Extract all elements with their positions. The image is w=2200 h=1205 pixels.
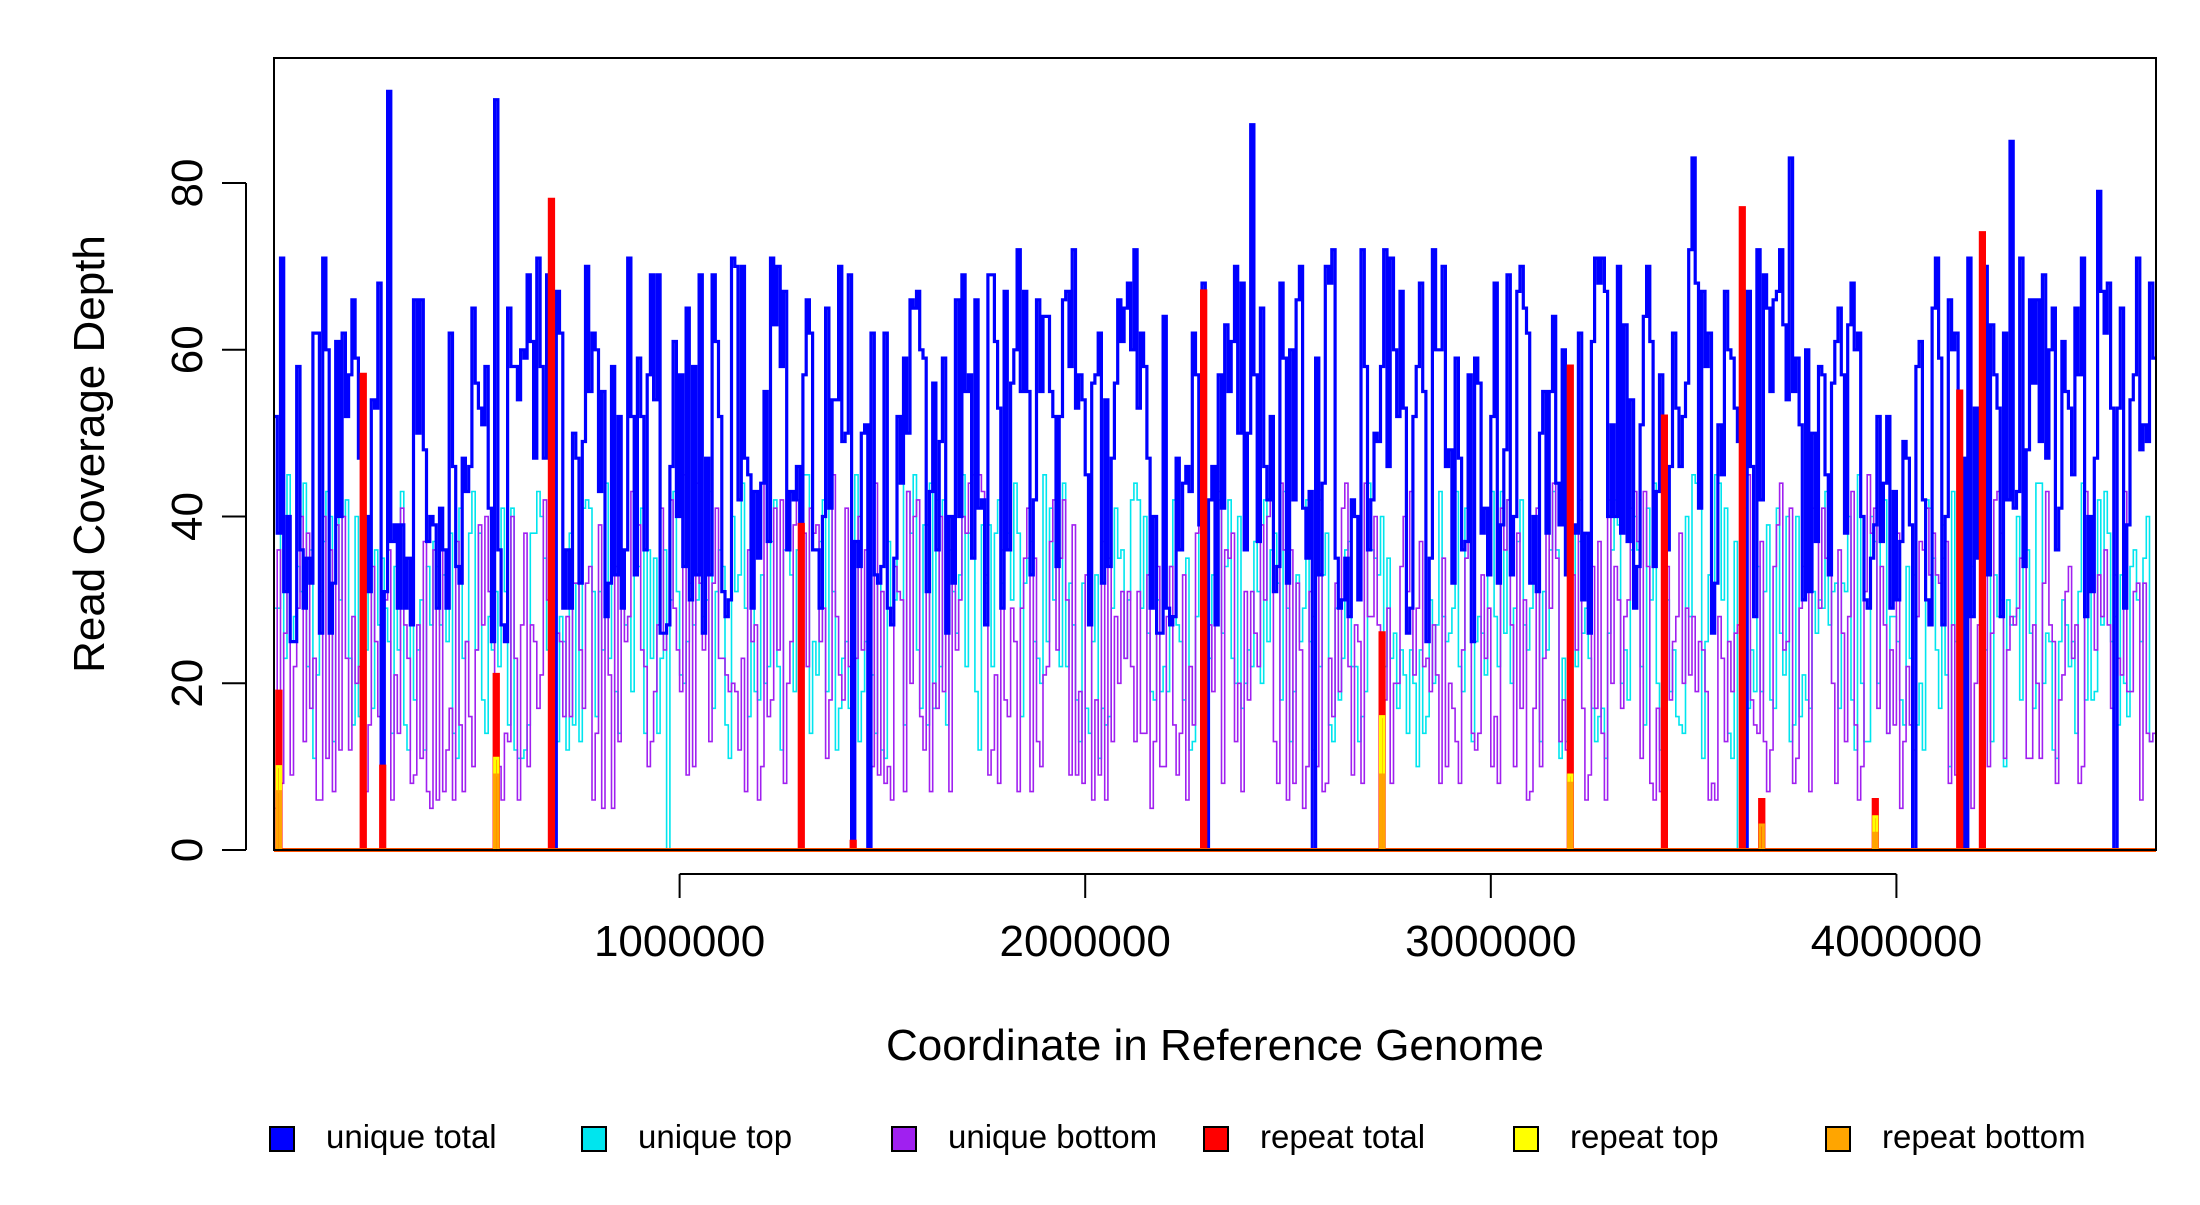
- plot-frame: [273, 57, 2157, 851]
- legend-item-unique-bottom: unique bottom: [891, 1118, 1157, 1155]
- x-tick-label: 1000000: [594, 917, 765, 966]
- y-tick-label: 0: [163, 838, 212, 862]
- series-line-unique-total: [274, 89, 2156, 852]
- legend-swatch: [1203, 1126, 1229, 1152]
- x-axis-label: Coordinate in Reference Genome: [886, 1021, 1544, 1070]
- legend-label: repeat total: [1260, 1118, 1425, 1155]
- legend-label: unique bottom: [948, 1118, 1157, 1155]
- legend-item-repeat-top: repeat top: [1513, 1118, 1719, 1155]
- x-tick-label: 4000000: [1811, 917, 1982, 966]
- x-tick-label: 2000000: [1000, 917, 1171, 966]
- x-tick-label: 3000000: [1405, 917, 1576, 966]
- y-tick-label: 20: [163, 659, 212, 708]
- y-tick-label: 60: [163, 325, 212, 374]
- x-axis: 1000000 2000000 3000000 4000000: [594, 873, 1982, 966]
- legend-swatch: [1513, 1126, 1539, 1152]
- legend-item-repeat-bottom: repeat bottom: [1825, 1118, 2086, 1155]
- legend-swatch: [891, 1126, 917, 1152]
- legend-label: unique total: [326, 1118, 497, 1155]
- series-layer: [274, 89, 2156, 852]
- legend-swatch: [1825, 1126, 1851, 1152]
- y-axis-label: Read Coverage Depth: [65, 235, 114, 673]
- legend-label: repeat bottom: [1882, 1118, 2086, 1155]
- legend-swatch: [581, 1126, 607, 1152]
- legend-label: repeat top: [1570, 1118, 1719, 1155]
- legend: unique total unique top unique bottom repea…: [269, 1118, 2086, 1155]
- y-tick-label: 40: [163, 492, 212, 541]
- y-axis: 0 20 40 60 80: [163, 159, 247, 862]
- legend-swatch: [269, 1126, 295, 1152]
- series-line-unique-bottom: [274, 474, 2156, 810]
- legend-item-unique-top: unique top: [581, 1118, 792, 1155]
- legend-item-unique-total: unique total: [269, 1118, 497, 1155]
- legend-label: unique top: [638, 1118, 792, 1155]
- legend-item-repeat-total: repeat total: [1203, 1118, 1425, 1155]
- y-tick-label: 80: [163, 159, 212, 208]
